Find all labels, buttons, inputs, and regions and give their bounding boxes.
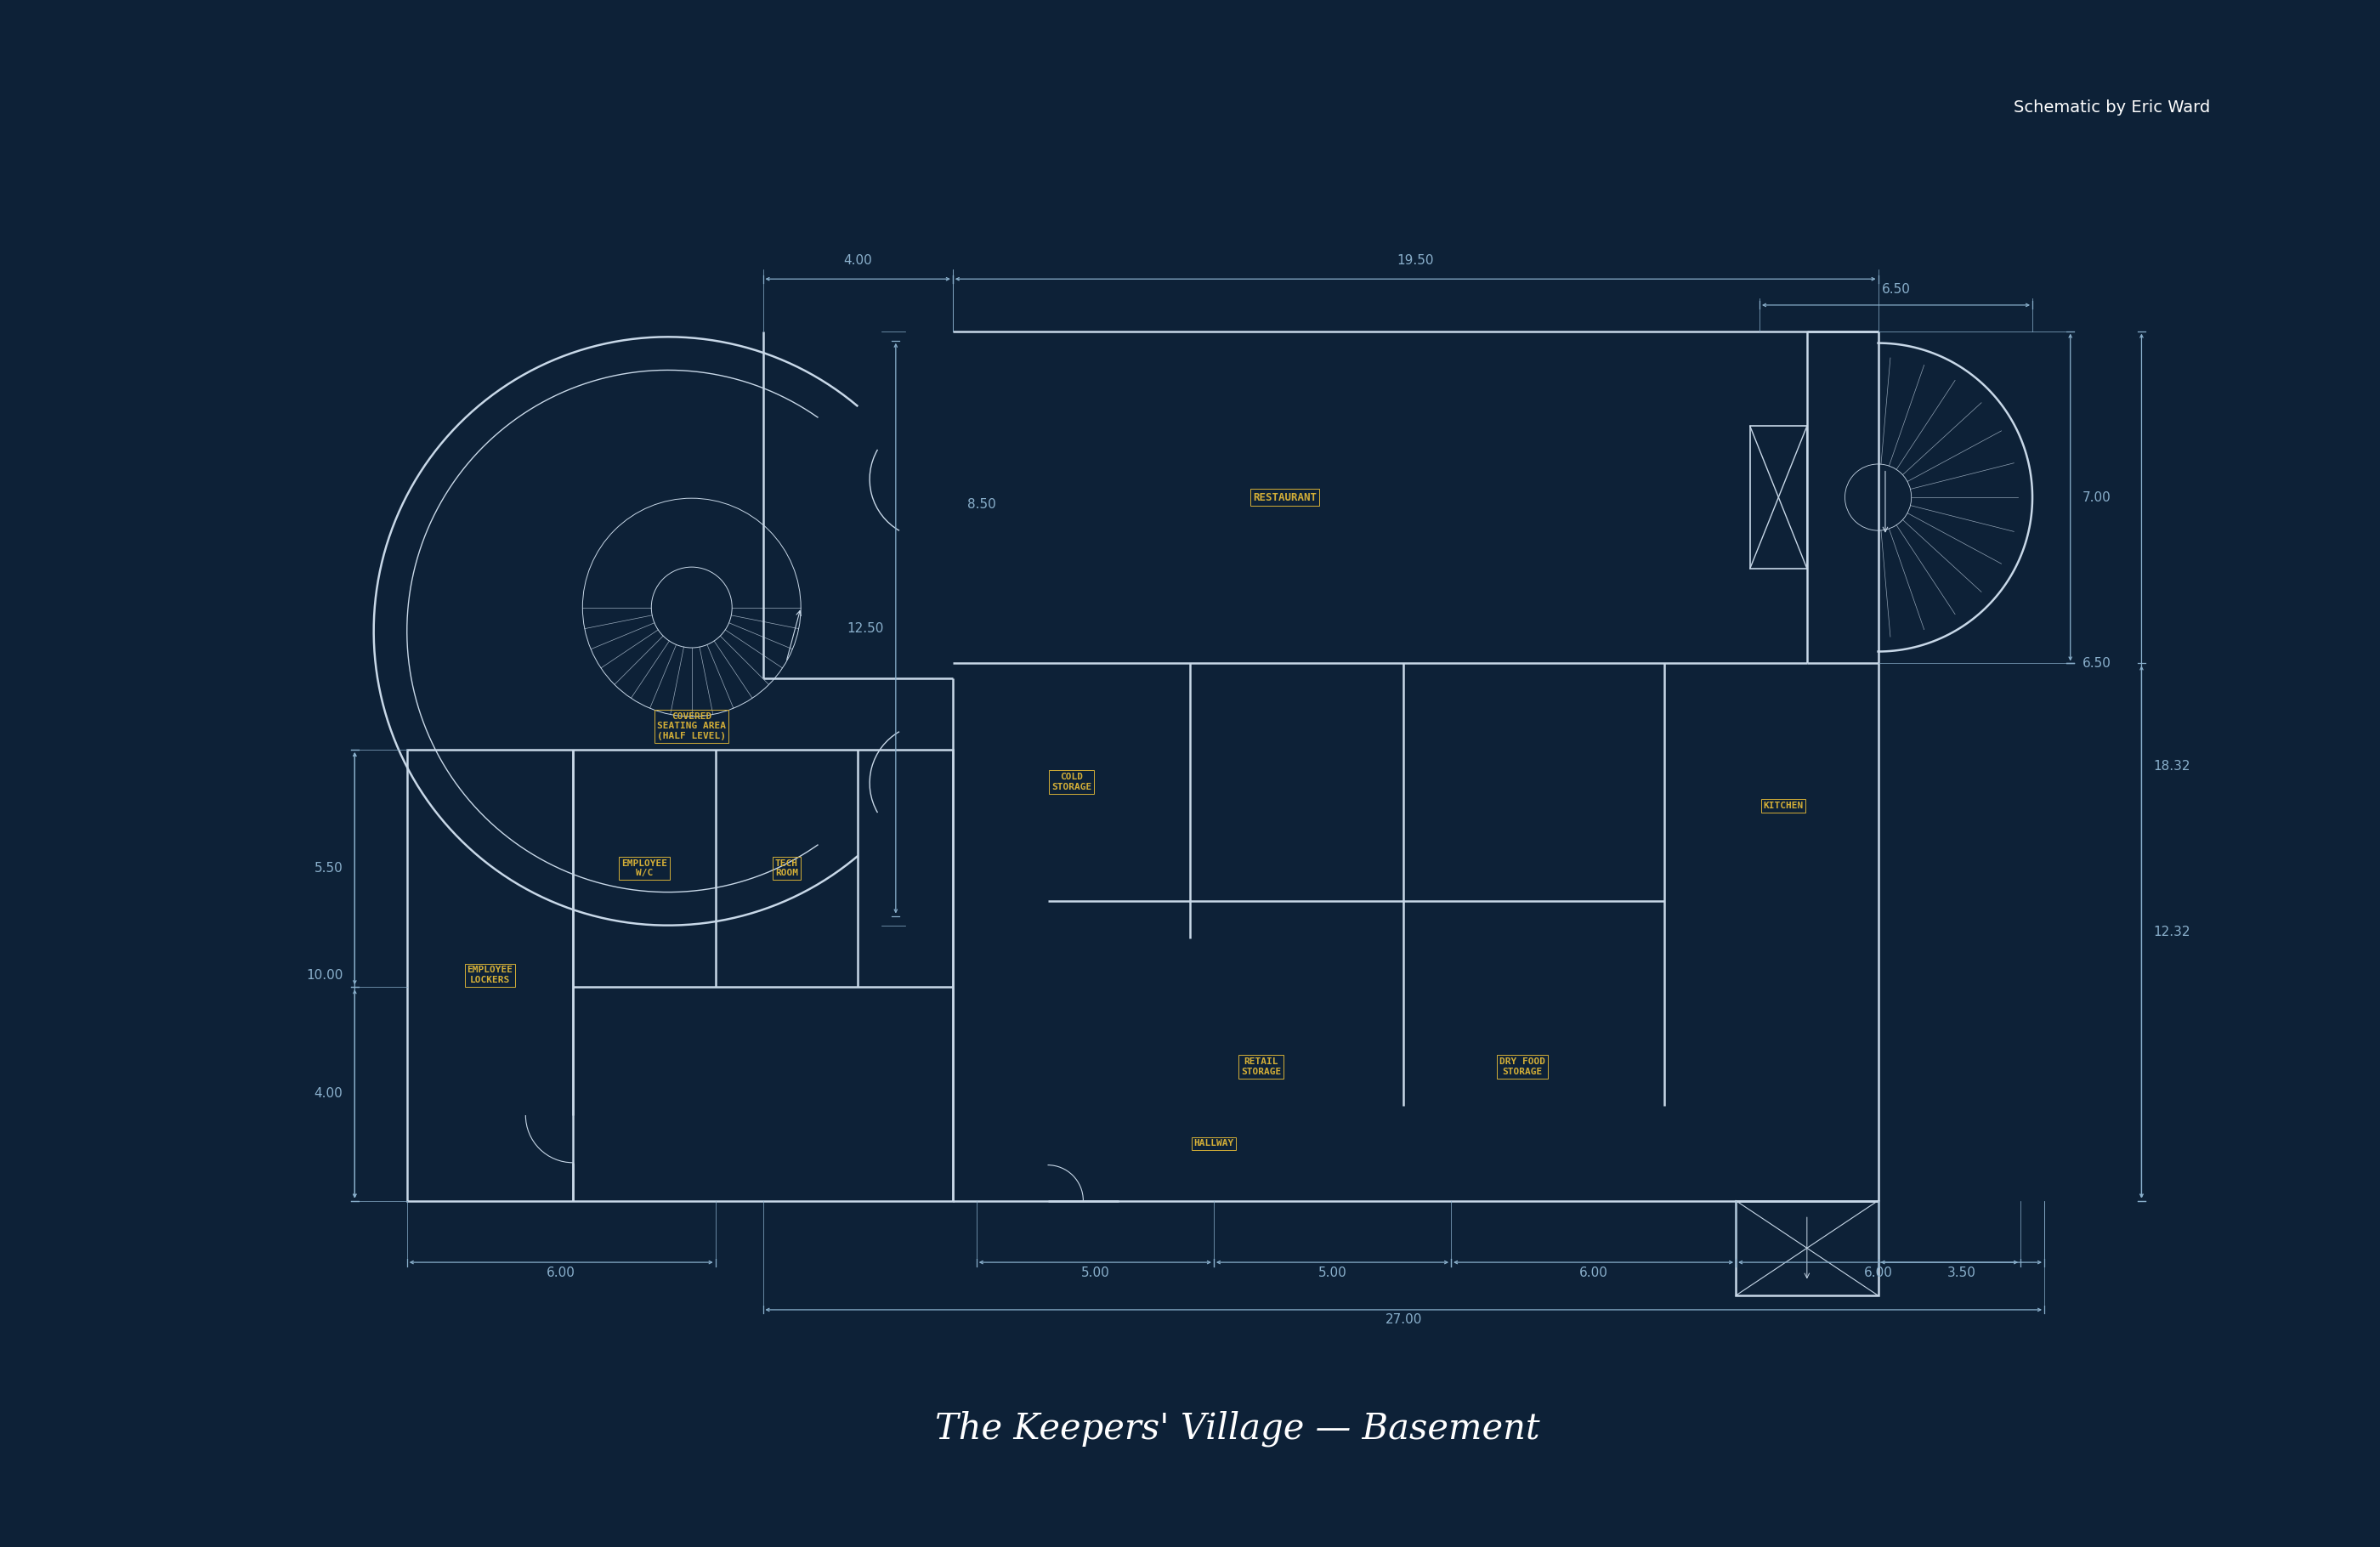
Text: The Keepers' Village — Basement: The Keepers' Village — Basement (935, 1411, 1540, 1446)
Text: 12.50: 12.50 (847, 622, 883, 634)
Text: 6.00: 6.00 (547, 1265, 576, 1279)
Text: TECH
ROOM: TECH ROOM (776, 859, 797, 877)
Text: EMPLOYEE
W/C: EMPLOYEE W/C (621, 859, 666, 877)
Text: 4.00: 4.00 (314, 1088, 343, 1100)
Text: EMPLOYEE
LOCKERS: EMPLOYEE LOCKERS (466, 965, 514, 984)
Text: 5.00: 5.00 (1319, 1265, 1347, 1279)
Text: 27.00: 27.00 (1385, 1313, 1421, 1326)
Text: 5.50: 5.50 (314, 862, 343, 874)
Text: 10.00: 10.00 (307, 968, 343, 982)
Text: 8.50: 8.50 (966, 498, 995, 511)
Text: 6.00: 6.00 (1578, 1265, 1609, 1279)
Text: 6.50: 6.50 (1883, 283, 1911, 295)
Text: 6.50: 6.50 (2082, 657, 2111, 670)
Bar (407, 750, 952, 1200)
Text: DRY FOOD
STORAGE: DRY FOOD STORAGE (1499, 1058, 1545, 1077)
Bar (1735, 1200, 1878, 1295)
Text: COLD
STORAGE: COLD STORAGE (1052, 774, 1092, 791)
Text: 7.00: 7.00 (2082, 490, 2111, 504)
Text: Schematic by Eric Ward: Schematic by Eric Ward (2013, 99, 2211, 116)
Text: RESTAURANT: RESTAURANT (1252, 492, 1316, 503)
Bar (1749, 425, 1806, 568)
Text: HALLWAY: HALLWAY (1195, 1140, 1233, 1148)
Text: 3.50: 3.50 (1947, 1265, 1975, 1279)
Text: 18.32: 18.32 (2154, 760, 2190, 772)
Text: RETAIL
STORAGE: RETAIL STORAGE (1240, 1058, 1280, 1077)
Text: 19.50: 19.50 (1397, 254, 1433, 268)
Text: 6.00: 6.00 (1864, 1265, 1892, 1279)
Text: COVERED
SEATING AREA
(HALF LEVEL): COVERED SEATING AREA (HALF LEVEL) (657, 712, 726, 739)
Text: 5.00: 5.00 (1081, 1265, 1109, 1279)
Text: 4.00: 4.00 (843, 254, 871, 268)
Text: 12.32: 12.32 (2154, 925, 2190, 939)
Text: KITCHEN: KITCHEN (1764, 801, 1804, 811)
